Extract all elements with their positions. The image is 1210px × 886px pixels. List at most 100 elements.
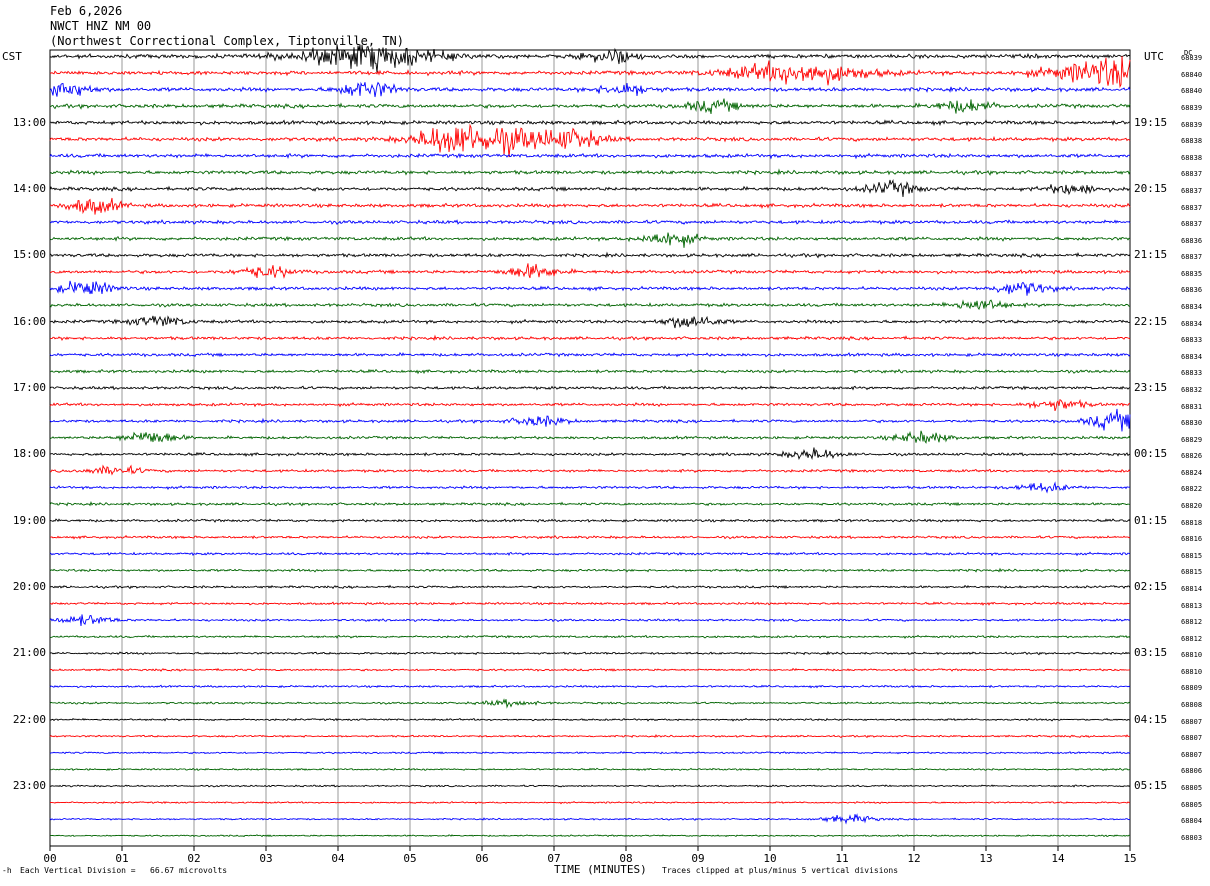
dc-offset-label: 68839 xyxy=(1181,54,1203,63)
dc-offset-label: 68837 xyxy=(1181,186,1203,195)
x-tick-label: 15 xyxy=(1123,852,1137,865)
left-hour-label: 23:00 xyxy=(12,778,46,792)
left-hour-label: 20:00 xyxy=(12,579,46,593)
seismic-trace xyxy=(49,551,1131,557)
dc-offset-label: 68838 xyxy=(1181,137,1203,146)
dc-offset-label: 68824 xyxy=(1181,468,1203,477)
seismic-trace xyxy=(49,614,1131,626)
right-hour-label: 22:15 xyxy=(1134,314,1168,328)
seismic-trace xyxy=(49,81,1131,98)
dc-offset-label: 68812 xyxy=(1181,634,1203,643)
dc-offset-label: 68805 xyxy=(1181,783,1203,792)
dc-offset-label: 68804 xyxy=(1181,817,1203,826)
location-label: (Northwest Correctional Complex, Tiptonv… xyxy=(50,34,405,48)
dc-offset-label: 68834 xyxy=(1181,303,1203,312)
seismic-trace xyxy=(49,734,1131,739)
left-hour-label: 22:00 xyxy=(12,712,46,726)
x-tick-label: 13 xyxy=(979,852,993,865)
seismic-trace xyxy=(49,518,1131,523)
seismic-trace xyxy=(49,584,1131,590)
left-hour-label: 13:00 xyxy=(12,115,46,129)
seismic-trace xyxy=(49,351,1131,358)
seismic-trace xyxy=(49,56,1131,89)
dc-offset-label: 68833 xyxy=(1181,336,1203,345)
seismic-trace xyxy=(49,299,1131,311)
seismic-trace xyxy=(49,168,1131,176)
seismic-trace xyxy=(49,44,1131,73)
station-label: NWCT HNZ NM 00 xyxy=(50,19,152,33)
clip-note: Traces clipped at plus/minus 5 vertical … xyxy=(662,866,899,875)
dc-offset-label: 68833 xyxy=(1181,369,1203,378)
right-hour-label: 01:15 xyxy=(1134,513,1168,527)
seismic-trace xyxy=(49,430,1131,444)
dc-offset-label: 68808 xyxy=(1181,701,1203,710)
seismic-trace xyxy=(49,717,1131,722)
dc-offset-label: 68812 xyxy=(1181,618,1203,627)
seismic-trace xyxy=(49,667,1131,672)
seismic-trace xyxy=(49,601,1130,606)
dc-offset-label: 68840 xyxy=(1181,70,1203,79)
x-tick-label: 06 xyxy=(475,852,489,865)
dc-offset-label: 68837 xyxy=(1181,170,1203,179)
dc-offset-label: 68834 xyxy=(1181,352,1203,361)
dc-offset-label: 68826 xyxy=(1181,452,1203,461)
dc-offset-label: 68807 xyxy=(1181,750,1203,759)
seismic-trace xyxy=(49,650,1131,656)
seismic-trace xyxy=(49,123,1131,158)
dc-offset-label: 68831 xyxy=(1181,402,1203,411)
seismic-trace xyxy=(50,368,1131,375)
seismic-trace xyxy=(49,119,1131,127)
seismic-trace xyxy=(49,251,1131,259)
x-tick-label: 01 xyxy=(115,852,129,865)
seismic-trace xyxy=(49,751,1131,755)
dc-offset-label: 68815 xyxy=(1181,551,1203,560)
seismic-trace xyxy=(49,263,1131,279)
left-hour-label: 19:00 xyxy=(12,513,46,527)
x-tick-label: 07 xyxy=(547,852,561,865)
dc-offset-label: 68818 xyxy=(1181,518,1203,527)
dc-offset-label: 68829 xyxy=(1181,435,1203,444)
seismic-trace xyxy=(49,767,1131,772)
right-hour-label: 19:15 xyxy=(1134,115,1168,129)
left-timezone-label: CST xyxy=(2,50,22,63)
x-tick-label: 10 xyxy=(763,852,777,865)
seismic-trace xyxy=(49,334,1131,342)
seismic-trace xyxy=(49,232,1131,248)
dc-offset-label: 68807 xyxy=(1181,717,1203,726)
dc-offset-label: 68803 xyxy=(1181,833,1203,842)
right-hour-label: 02:15 xyxy=(1134,579,1168,593)
dc-offset-label: 68816 xyxy=(1181,535,1203,544)
x-tick-label: 04 xyxy=(331,852,345,865)
seismic-trace xyxy=(49,813,1131,825)
dc-offset-label: 68805 xyxy=(1181,800,1203,809)
dc-offset-label: 68810 xyxy=(1181,651,1203,660)
x-tick-label: 02 xyxy=(187,852,201,865)
x-tick-label: 03 xyxy=(259,852,273,865)
right-timezone-label: UTC xyxy=(1144,50,1164,63)
right-hour-label: 05:15 xyxy=(1134,778,1168,792)
dc-offset-label: 68813 xyxy=(1181,601,1203,610)
dc-offset-label: 68809 xyxy=(1181,684,1203,693)
corner-mark: -h xyxy=(2,866,12,875)
seismic-trace xyxy=(49,500,1130,507)
x-tick-label: 09 xyxy=(691,852,705,865)
left-hour-label: 18:00 xyxy=(12,447,46,461)
dc-offset-label: 68834 xyxy=(1181,319,1203,328)
right-hour-label: 21:15 xyxy=(1134,248,1168,262)
right-hour-label: 23:15 xyxy=(1134,380,1168,394)
dc-offset-label: 68840 xyxy=(1181,87,1203,96)
x-tick-label: 14 xyxy=(1051,852,1065,865)
left-hour-label: 21:00 xyxy=(12,646,46,660)
seismic-trace xyxy=(49,447,1131,461)
seismic-trace xyxy=(49,698,1131,709)
seismic-trace xyxy=(49,98,1131,114)
seismic-trace xyxy=(49,152,1131,160)
seismic-trace xyxy=(49,481,1131,494)
seismic-trace xyxy=(49,197,1131,215)
dc-offset-label: 68822 xyxy=(1181,485,1203,494)
right-hour-label: 20:15 xyxy=(1134,181,1168,195)
dc-offset-label: 68839 xyxy=(1181,120,1203,129)
seismic-trace xyxy=(49,280,1131,296)
